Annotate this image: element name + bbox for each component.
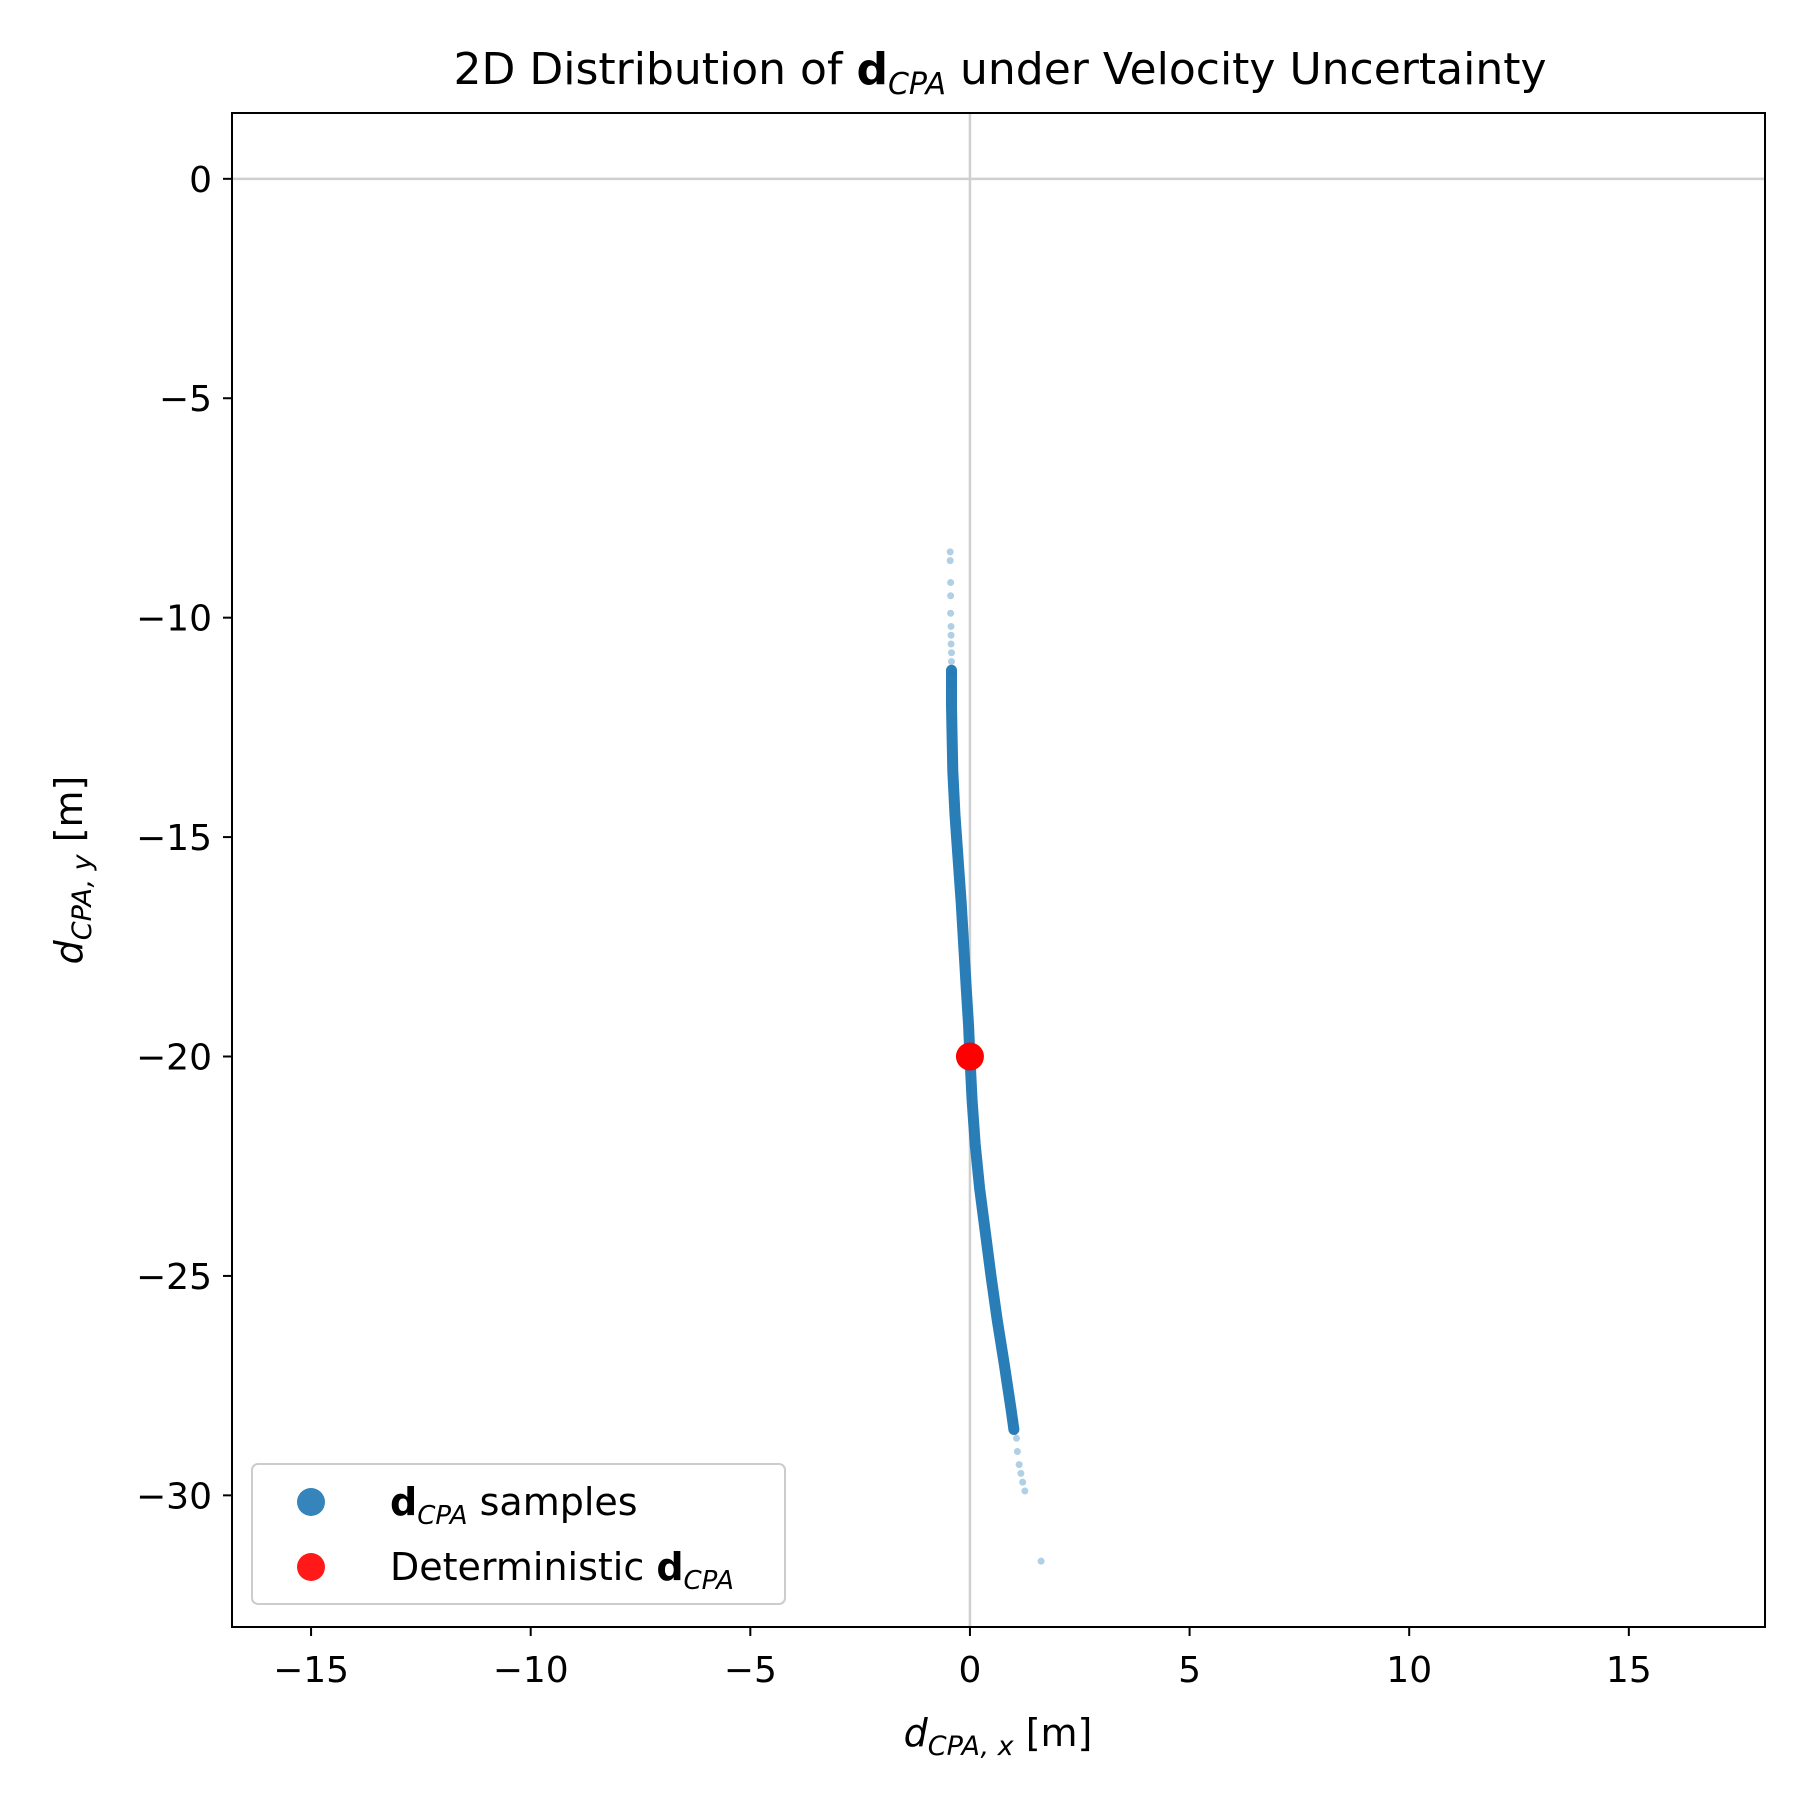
title-prefix: 2D Distribution of [453,44,856,95]
y-tick-label: −30 [136,1476,212,1517]
y-axis-label-unit: [m] [47,776,91,855]
y-tick-label: −5 [159,379,212,420]
legend-samples-label: dCPA samples [390,1480,638,1531]
legend-deterministic-label: Deterministic dCPA [390,1545,734,1596]
x-tick-label: 10 [1386,1650,1432,1691]
legend-samples-subscript: CPA [417,1501,467,1531]
deterministic-point-layer [955,1042,984,1071]
reference-lines [232,113,1765,1627]
legend-frame [251,1463,786,1605]
x-axis-label-subscript: CPA, x [928,1731,1015,1762]
title-bold: d [856,44,888,95]
sample-point [946,557,954,565]
sample-point [947,609,955,617]
sample-point [1011,1417,1019,1425]
y-tick-label: −25 [136,1257,212,1298]
y-axis-label: dCPA, y [m] [47,776,98,965]
sample-point [947,622,955,630]
legend-deterministic-bold: d [656,1545,683,1589]
sample-point [1013,1447,1021,1455]
title-suffix: under Velocity Uncertainty [946,44,1547,95]
sample-point [1019,1478,1027,1486]
plot-background [232,113,1765,1627]
legend-samples-suffix: samples [468,1480,638,1524]
plot-area [231,112,1766,1628]
legend-deterministic-prefix: Deterministic [390,1545,656,1589]
legend-deterministic-marker [297,1553,325,1581]
sample-point [1017,1469,1025,1477]
chart-title: 2D Distribution of dCPA under Velocity U… [453,44,1546,102]
sample-points [946,548,1045,1565]
y-tick-label: −20 [136,1038,212,1079]
sample-point [947,679,955,687]
x-tick-label: 15 [1606,1650,1652,1691]
sample-point [947,671,955,679]
sample-point [1037,1557,1045,1565]
x-tick-label: −10 [493,1650,569,1691]
y-axis-label-subscript: CPA, y [67,853,98,940]
y-axis-ticks: 0 −5 −10 −15 −20 −25 −30 [136,160,232,1517]
legend: dCPA samples Deterministic dCPA [251,1463,786,1605]
samples-band [946,664,1020,1435]
sample-point [946,548,954,556]
y-tick-label: −15 [136,818,212,859]
sample-point [947,640,955,648]
sample-point [1021,1487,1029,1495]
sample-point [947,579,955,587]
x-tick-label: −15 [273,1650,349,1691]
sample-point [947,658,955,666]
x-tick-label: 5 [1178,1650,1201,1691]
title-subscript: CPA [888,67,946,102]
x-axis-label-var: d [904,1711,929,1755]
x-axis-label-unit: [m] [1014,1711,1093,1755]
y-tick-label: −10 [136,599,212,640]
y-tick-label: 0 [189,160,212,201]
sample-point [1015,1461,1023,1469]
sample-point [1013,1434,1021,1442]
legend-deterministic-subscript: CPA [684,1566,734,1596]
legend-samples-marker [297,1488,325,1516]
sample-point [947,649,955,657]
deterministic-point [955,1042,984,1071]
x-tick-label: 0 [958,1650,981,1691]
legend-samples-bold: d [390,1480,417,1524]
y-axis-label-var: d [47,939,91,964]
sample-point [947,592,955,600]
plot-frame [231,112,1766,1628]
samples-density-band [946,664,1020,1435]
sample-point [947,631,955,639]
x-axis-ticks: −15 −10 −5 0 5 10 15 [273,1627,1652,1691]
x-tick-label: −5 [724,1650,777,1691]
x-axis-label: dCPA, x [m] [904,1711,1093,1762]
